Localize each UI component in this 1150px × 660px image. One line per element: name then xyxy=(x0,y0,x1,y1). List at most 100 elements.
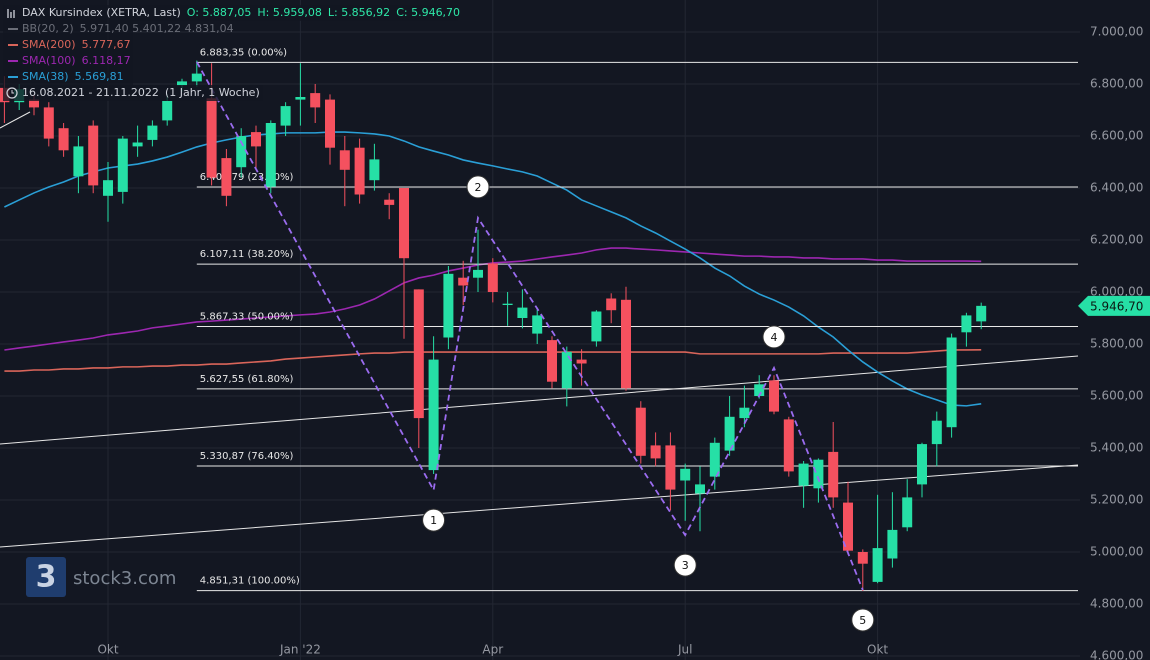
candle-body xyxy=(29,99,39,108)
clock-icon xyxy=(6,87,18,99)
trend-line xyxy=(0,355,1079,445)
moving-average xyxy=(4,349,982,372)
legend-bg xyxy=(3,69,133,85)
trend-line xyxy=(0,111,31,129)
candle-body xyxy=(458,277,469,286)
candle-body xyxy=(236,136,247,168)
y-tick-label: 5.400,00 xyxy=(1090,441,1143,455)
candle-body xyxy=(295,97,306,100)
legend-ohlc: C: 5.946,70 xyxy=(396,6,460,19)
x-tick-label: Jan '22 xyxy=(279,643,321,657)
wave-label: 5 xyxy=(859,614,866,627)
candle-body xyxy=(887,529,898,559)
y-tick-label: 6.400,00 xyxy=(1090,181,1143,195)
fib-label: 5.867,33 (50.00%) xyxy=(200,311,294,322)
y-tick-label: 7.000,00 xyxy=(1090,25,1143,39)
legend-bg xyxy=(3,85,263,101)
candle-body xyxy=(251,132,261,147)
candle-body xyxy=(872,548,883,582)
candle-body xyxy=(917,444,927,485)
candle-body xyxy=(473,269,483,278)
candle-body xyxy=(709,442,720,477)
trend-line xyxy=(0,464,1079,548)
candle-body xyxy=(221,158,232,196)
candle-body xyxy=(547,340,557,382)
legend-bg xyxy=(3,5,458,21)
price-tag-label: 5.946,70 xyxy=(1090,299,1143,313)
wave-label: 4 xyxy=(771,331,778,344)
legend-value: 5.569,81 xyxy=(75,70,124,83)
candle-body xyxy=(606,298,617,311)
candle-body xyxy=(310,93,321,108)
legend-ohlc: O: 5.887,05 xyxy=(187,6,252,19)
logo xyxy=(26,557,66,597)
wave-marker xyxy=(673,553,697,577)
candle-body xyxy=(739,407,750,419)
candle-body xyxy=(591,311,602,342)
y-tick-label: 5.200,00 xyxy=(1090,493,1143,507)
candle-body xyxy=(443,273,454,338)
y-tick-label: 6.200,00 xyxy=(1090,233,1143,247)
watermark: stock3.com xyxy=(73,568,176,589)
legend-name: SMA(38) xyxy=(22,70,69,83)
period-range: 16.08.2021 - 21.11.2022 xyxy=(22,86,159,99)
price-tag xyxy=(1078,295,1150,316)
y-tick-label: 6.000,00 xyxy=(1090,285,1143,299)
candle-body xyxy=(532,315,543,334)
legend-title: DAX Kursindex (XETRA, Last) xyxy=(22,6,181,19)
candle-body xyxy=(117,138,128,192)
x-tick-label: Okt xyxy=(97,643,118,657)
candle-body xyxy=(132,142,143,147)
legend-name: SMA(100) xyxy=(22,54,76,67)
wave-marker xyxy=(422,508,446,532)
candle-body xyxy=(399,188,409,259)
candle-body xyxy=(73,146,84,177)
candle-body xyxy=(517,307,528,318)
y-tick-label: 5.000,00 xyxy=(1090,545,1143,559)
legend-bg xyxy=(3,21,133,37)
candle-body xyxy=(946,337,957,428)
y-tick-label: 6.600,00 xyxy=(1090,129,1143,143)
fib-label: 5.330,87 (76.40%) xyxy=(200,451,294,462)
candle-body xyxy=(680,468,691,481)
legend-value: 6.118,17 xyxy=(82,54,131,67)
fib-label: 6.883,35 (0.00%) xyxy=(200,47,287,58)
candle-body xyxy=(843,502,853,551)
wave-marker xyxy=(851,608,875,632)
fib-label: 6.403,79 (23.60%) xyxy=(200,172,294,183)
candle-body xyxy=(783,419,794,472)
candle-body xyxy=(339,150,350,170)
x-tick-label: Apr xyxy=(482,643,503,657)
candle-body xyxy=(43,107,54,139)
legend-bg xyxy=(3,37,133,53)
wave-label: 3 xyxy=(682,559,689,572)
fib-label: 6.107,11 (38.20%) xyxy=(200,249,294,260)
candle-body xyxy=(58,128,69,151)
candle-body xyxy=(769,380,779,412)
candle-body xyxy=(931,420,942,445)
wave-marker xyxy=(762,325,786,349)
candle-body xyxy=(325,99,335,148)
candle-body xyxy=(813,459,824,489)
candle-body xyxy=(103,180,113,196)
candle-body xyxy=(650,445,661,459)
candle-body xyxy=(695,484,705,494)
legend-ohlc: L: 5.856,92 xyxy=(328,6,390,19)
candle-body xyxy=(621,299,631,389)
candle-body xyxy=(961,315,972,333)
wave-marker xyxy=(466,175,490,199)
candle-body xyxy=(369,159,380,181)
x-tick-label: Jul xyxy=(677,643,692,657)
candle-body xyxy=(265,123,276,187)
candle-body xyxy=(902,497,913,528)
legend-name: BB(20, 2) xyxy=(22,22,74,35)
clock-hand xyxy=(11,90,14,94)
elliott-wave xyxy=(196,61,864,591)
candle-body xyxy=(798,463,809,486)
candle-body xyxy=(561,351,572,389)
candle-body xyxy=(576,359,587,364)
y-tick-label: 4.800,00 xyxy=(1090,597,1143,611)
candle-body xyxy=(724,416,735,451)
legend-icon xyxy=(7,9,15,18)
candle-body xyxy=(828,451,839,498)
